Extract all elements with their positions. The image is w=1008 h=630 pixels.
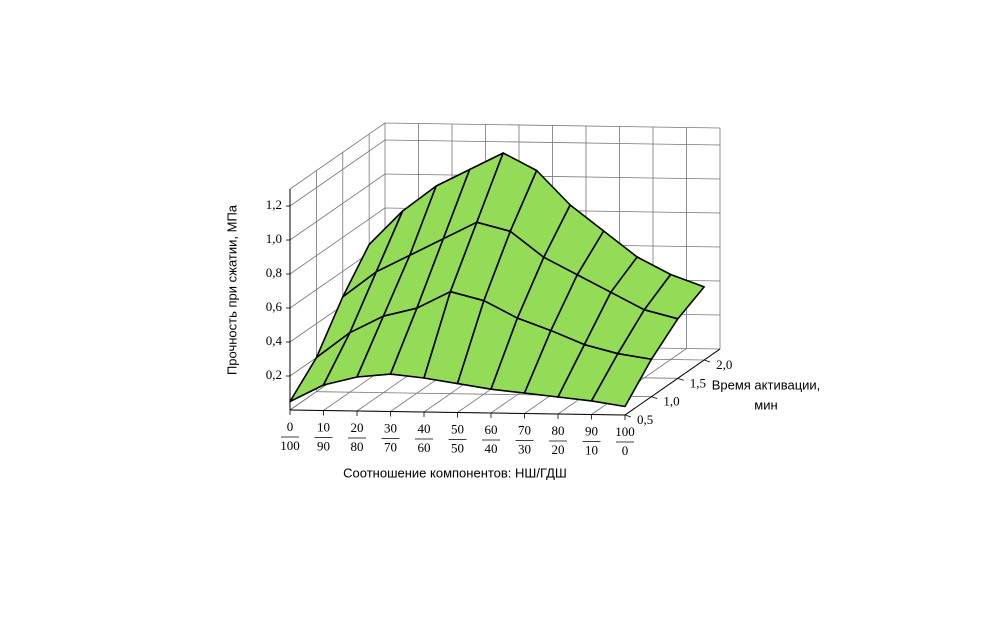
x-tick-label: 30 <box>518 441 531 456</box>
x-tick-label: 0 <box>287 419 294 434</box>
x-tick-label: 10 <box>585 442 598 457</box>
grid-line <box>384 122 721 129</box>
z-tick-label: 1,0 <box>266 231 282 246</box>
y-tick <box>704 359 711 363</box>
surface-patch <box>590 352 653 408</box>
x-tick-label: 60 <box>485 422 498 437</box>
y-tick-label: 1,0 <box>663 394 679 409</box>
z-tick-label: 0,2 <box>266 367 282 382</box>
x-tick-label: 40 <box>418 421 431 436</box>
x-tick-label: 50 <box>451 440 464 455</box>
x-tick-label: 0 <box>622 443 629 458</box>
x-tick-label: 80 <box>552 423 565 438</box>
y-tick <box>677 377 684 381</box>
grid-line <box>289 139 386 207</box>
x-tick-label: 70 <box>384 439 397 454</box>
x-tick-label: 20 <box>351 420 364 435</box>
y-tick <box>651 396 658 400</box>
x-tick-label: 20 <box>552 442 565 457</box>
z-tick-label: 0,8 <box>266 265 282 280</box>
x-tick-label: 40 <box>485 441 498 456</box>
x-tick-label: 90 <box>317 438 330 453</box>
y-tick <box>624 414 632 418</box>
x-tick-label: 70 <box>518 422 531 437</box>
x-tick-label: 80 <box>351 439 364 454</box>
grid-line <box>384 139 721 146</box>
y-tick-label: 0,5 <box>637 412 653 427</box>
z-tick-label: 0,4 <box>266 333 283 348</box>
y-tick-label: 1,5 <box>690 375 706 390</box>
z-axis-label: Прочность при сжатии, МПа <box>224 204 239 375</box>
grid-line <box>384 173 721 180</box>
y-axis-label: мин <box>754 397 777 412</box>
x-tick-label: 90 <box>585 423 598 438</box>
x-tick-label: 100 <box>280 438 300 453</box>
z-tick-label: 0,6 <box>266 299 283 314</box>
z-tick-label: 1,2 <box>266 197 282 212</box>
x-tick-label: 30 <box>384 420 397 435</box>
x-axis-label: Соотношение компонентов: НШ/ГДШ <box>343 465 567 480</box>
grid-line <box>289 122 386 190</box>
x-tick-label: 100 <box>615 424 635 439</box>
grid-line <box>289 173 386 241</box>
x-tick-label: 50 <box>451 421 464 436</box>
y-axis-label: Время активации, <box>712 377 821 392</box>
y-tick-label: 2,0 <box>716 357 732 372</box>
x-tick-label: 60 <box>418 440 431 455</box>
x-tick-label: 10 <box>317 419 330 434</box>
